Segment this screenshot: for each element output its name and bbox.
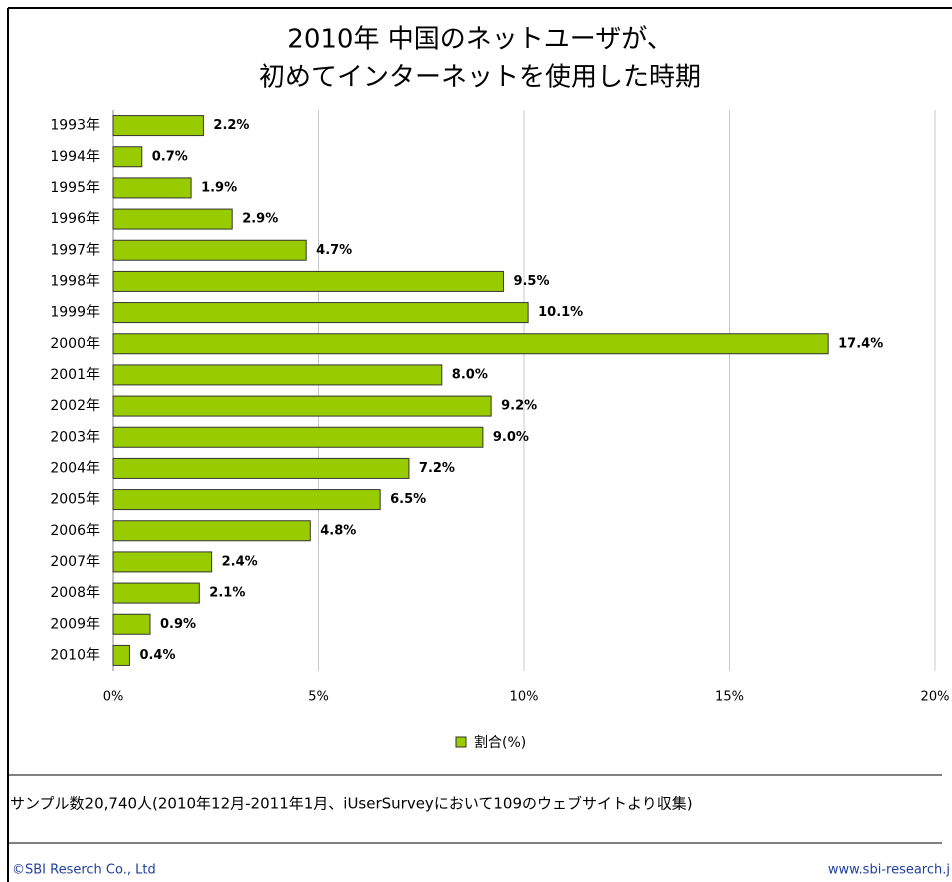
value-label: 9.2% <box>501 399 537 414</box>
y-tick-label: 2007年 <box>50 554 100 570</box>
x-tick-label: 0% <box>103 690 124 705</box>
bar <box>112 426 484 448</box>
value-label: 0.4% <box>139 648 175 663</box>
note: サンプル数20,740人(2010年12月-2011年1月、iUserSurve… <box>10 795 693 813</box>
legend-swatch <box>455 736 467 748</box>
y-tick-label: 1998年 <box>50 273 100 289</box>
value-label: 2.1% <box>209 586 245 601</box>
y-tick-label: 2010年 <box>50 647 100 663</box>
y-tick-label: 2004年 <box>50 460 100 476</box>
value-label: 0.9% <box>160 617 196 632</box>
bar <box>112 177 192 199</box>
legend-label: 割合(%) <box>474 734 526 751</box>
bar <box>112 644 130 666</box>
bar <box>112 551 213 573</box>
bar <box>112 146 143 168</box>
chart-title: 2010年 中国のネットユーザが、 <box>287 25 672 55</box>
y-tick-label: 1997年 <box>50 242 100 258</box>
bar <box>112 520 311 542</box>
bar <box>112 239 307 261</box>
value-label: 7.2% <box>419 461 455 476</box>
bar <box>112 489 381 511</box>
x-tick-label: 5% <box>308 690 329 705</box>
value-label: 9.5% <box>513 274 549 289</box>
value-label: 4.8% <box>320 523 356 538</box>
value-label: 1.9% <box>201 180 237 195</box>
x-tick-label: 20% <box>921 690 950 705</box>
bar <box>112 270 504 292</box>
y-tick-label: 2001年 <box>50 367 100 383</box>
x-tick-label: 15% <box>715 690 744 705</box>
bar <box>112 582 200 604</box>
y-tick-label: 1996年 <box>50 211 100 227</box>
bar <box>112 208 233 230</box>
bar <box>112 302 529 324</box>
y-tick-label: 2009年 <box>50 616 100 632</box>
y-tick-label: 1999年 <box>50 305 100 321</box>
y-tick-label: 1994年 <box>50 149 100 165</box>
y-tick-label: 2000年 <box>50 336 100 352</box>
value-label: 2.4% <box>222 554 258 569</box>
bar <box>112 364 443 386</box>
value-label: 8.0% <box>452 367 488 382</box>
value-label: 4.7% <box>316 243 352 258</box>
y-tick-label: 2003年 <box>50 429 100 445</box>
y-tick-label: 2006年 <box>50 523 100 539</box>
chart-title: 初めてインターネットを使用した時期 <box>259 63 701 93</box>
y-tick-label: 2002年 <box>50 398 100 414</box>
value-label: 2.2% <box>213 118 249 133</box>
value-label: 9.0% <box>493 430 529 445</box>
x-tick-label: 10% <box>510 690 539 705</box>
y-tick-label: 2008年 <box>50 585 100 601</box>
bar <box>112 613 151 635</box>
value-label: 10.1% <box>538 305 583 320</box>
y-tick-label: 1995年 <box>50 180 100 196</box>
y-tick-label: 2005年 <box>50 492 100 508</box>
bar <box>112 395 492 417</box>
y-tick-label: 1993年 <box>50 118 100 134</box>
value-label: 0.7% <box>152 149 188 164</box>
bar <box>112 457 410 479</box>
url: www.sbi-research.j <box>828 863 950 878</box>
copyright: ©SBI Reserch Co., Ltd <box>12 863 156 878</box>
bar <box>112 115 204 137</box>
value-label: 17.4% <box>838 336 883 351</box>
value-label: 6.5% <box>390 492 426 507</box>
bar <box>112 333 829 355</box>
value-label: 2.9% <box>242 212 278 227</box>
